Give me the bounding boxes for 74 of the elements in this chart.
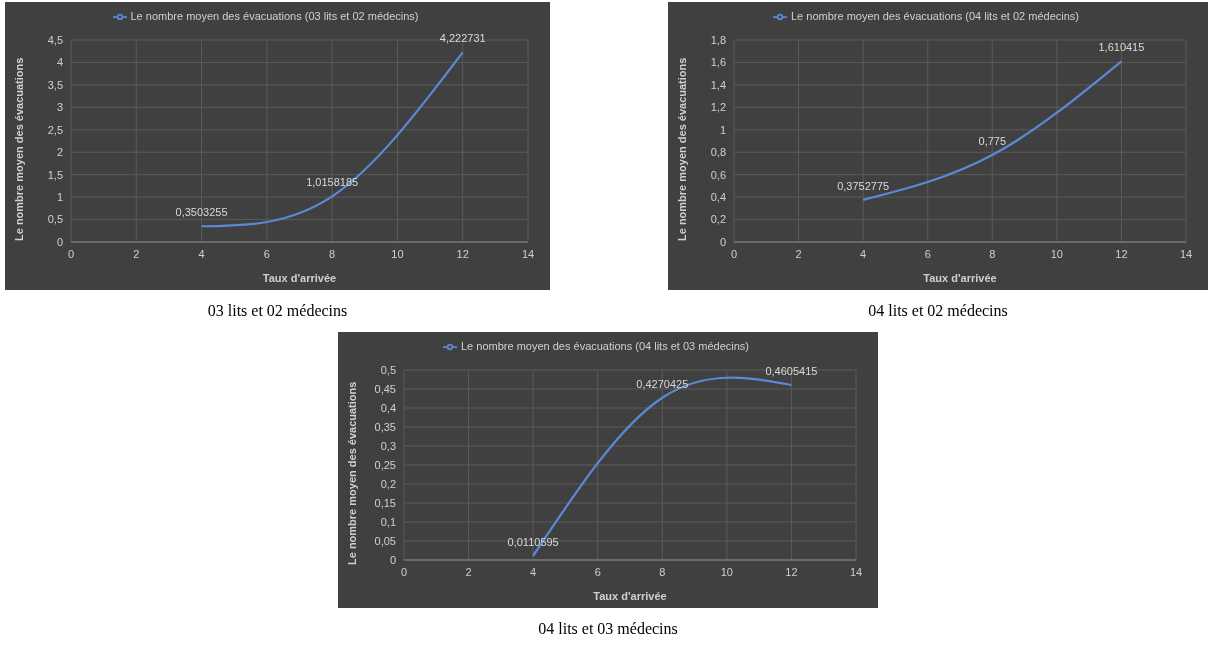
y-tick-label: 0,1 — [380, 515, 396, 528]
x-tick-label: 12 — [456, 247, 469, 260]
y-tick-label: 1,2 — [710, 101, 726, 114]
y-tick-label: 0,3 — [380, 439, 396, 452]
x-axis-title: Taux d'arrivée — [593, 590, 667, 602]
x-tick-label: 2 — [795, 247, 802, 260]
x-tick-label: 0 — [730, 247, 738, 260]
legend-label: Le nombre moyen des évacuations (03 lits et 02 médecins) — [130, 10, 419, 22]
y-tick-label: 0,5 — [380, 363, 396, 376]
y-axis-title: Le nombre moyen des évacuations — [675, 57, 688, 241]
y-tick-label: 0,15 — [374, 496, 396, 509]
y-tick-label: 0 — [719, 235, 726, 248]
data-label: 0,4270425 — [636, 377, 689, 390]
y-tick-label: 0,2 — [710, 213, 726, 226]
x-tick-label: 4 — [860, 247, 867, 260]
y-tick-label: 0,4 — [710, 191, 726, 204]
y-tick-label: 0 — [389, 553, 396, 566]
x-tick-label: 2 — [465, 565, 472, 578]
y-tick-label: 0,6 — [710, 168, 726, 181]
x-tick-label: 14 — [849, 565, 863, 578]
y-tick-label: 0,45 — [374, 382, 396, 395]
x-tick-label: 8 — [329, 247, 336, 260]
y-tick-label: 0,8 — [710, 146, 726, 159]
x-tick-label: 6 — [924, 247, 931, 260]
y-tick-label: 4,5 — [47, 33, 63, 46]
x-tick-label: 8 — [989, 247, 996, 260]
y-tick-label: 2 — [56, 146, 63, 159]
x-tick-label: 14 — [1179, 247, 1193, 260]
x-axis-title: Taux d'arrivée — [923, 272, 997, 284]
text: 04 lits et 02 médecins — [867, 302, 1009, 320]
data-label: 1,610415 — [1098, 41, 1145, 54]
x-tick-label: 10 — [720, 565, 733, 578]
y-tick-label: 1 — [56, 191, 63, 204]
x-tick-label: 0 — [67, 247, 75, 260]
y-axis-title: Le nombre moyen des évacuations — [345, 381, 358, 565]
legend-label: Le nombre moyen des évacuations (04 lits et 02 médecins) — [791, 10, 1079, 22]
y-tick-label: 1,8 — [710, 33, 726, 46]
x-tick-label: 6 — [263, 247, 270, 260]
data-label: 0,4605415 — [765, 364, 818, 377]
y-tick-label: 2,5 — [47, 123, 63, 136]
x-tick-label: 10 — [391, 247, 404, 260]
x-tick-label: 6 — [594, 565, 601, 578]
text: 03 lits et 02 médecins — [206, 302, 349, 320]
y-axis-title: Le nombre moyen des évacuations — [12, 57, 25, 241]
x-axis-title: Taux d'arrivée — [262, 272, 337, 284]
x-tick-label: 10 — [1050, 247, 1063, 260]
y-tick-label: 0,05 — [374, 534, 396, 547]
y-tick-label: 3 — [56, 101, 63, 114]
x-tick-label: 12 — [785, 565, 798, 578]
y-tick-label: 0,25 — [374, 458, 396, 471]
y-tick-label: 1 — [719, 123, 726, 136]
y-tick-label: 0,4 — [380, 401, 396, 414]
data-label: 0,3503255 — [175, 206, 228, 219]
y-tick-label: 0 — [56, 235, 63, 248]
data-label: 4,222731 — [439, 32, 486, 45]
y-tick-label: 1,6 — [710, 56, 726, 69]
y-tick-label: 1,5 — [47, 168, 63, 181]
y-tick-label: 0,35 — [374, 420, 396, 433]
legend-label: Le nombre moyen des évacuations (04 lits et 03 médecins) — [461, 340, 749, 352]
text: 04 lits et 03 médecins — [537, 620, 679, 638]
y-tick-label: 1,4 — [710, 78, 726, 91]
x-tick-label: 4 — [198, 247, 205, 260]
x-tick-label: 2 — [133, 247, 140, 260]
y-tick-label: 0,2 — [380, 477, 396, 490]
y-tick-label: 4 — [56, 56, 63, 69]
data-label: 0,3752775 — [837, 179, 890, 192]
x-tick-label: 8 — [659, 565, 666, 578]
y-tick-label: 0,5 — [47, 213, 63, 226]
x-tick-label: 0 — [400, 565, 408, 578]
data-label: 0,775 — [978, 135, 1007, 148]
x-tick-label: 4 — [530, 565, 537, 578]
y-tick-label: 3,5 — [47, 78, 63, 91]
x-tick-label: 14 — [521, 247, 535, 260]
x-tick-label: 12 — [1115, 247, 1128, 260]
